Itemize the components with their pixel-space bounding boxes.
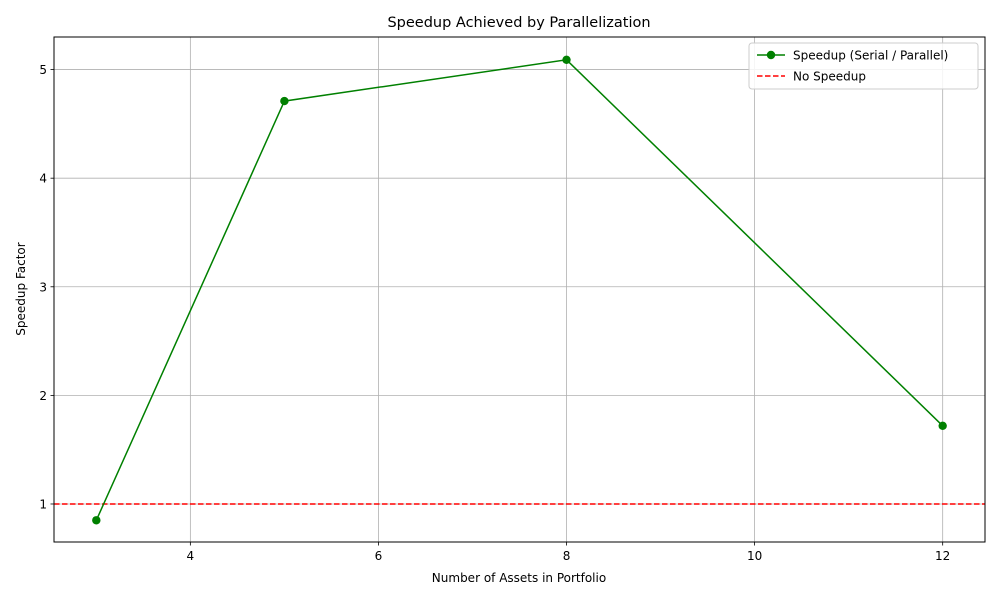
data-point-speedup <box>938 421 947 430</box>
series <box>92 55 947 525</box>
y-axis-title: Speedup Factor <box>14 242 28 335</box>
legend: Speedup (Serial / Parallel) No Speedup <box>748 42 979 90</box>
data-point-speedup <box>280 96 289 106</box>
legend-series-marker <box>766 50 776 60</box>
y-tick-label: 5 <box>39 63 47 77</box>
x-tick-label: 12 <box>935 549 950 563</box>
y-tick-label: 4 <box>39 172 47 186</box>
y-tick-label: 2 <box>39 389 47 403</box>
legend-reference-label: No Speedup <box>793 70 866 84</box>
y-tick-label: 3 <box>39 280 47 294</box>
series-line-speedup <box>95 59 944 521</box>
legend-box <box>748 42 979 90</box>
x-tick-label: 4 <box>187 549 195 563</box>
y-axis-ticks: 1 2 3 4 5 <box>39 63 54 511</box>
data-point-speedup <box>92 516 101 525</box>
data-point-speedup <box>562 55 571 65</box>
y-tick-label: 1 <box>39 497 47 511</box>
x-axis-ticks: 4 6 8 10 12 <box>187 542 950 563</box>
plot-frame <box>53 36 986 543</box>
x-tick-label: 6 <box>375 549 383 563</box>
x-axis-title: Number of Assets in Portfolio <box>432 571 606 585</box>
x-tick-label: 10 <box>747 549 762 563</box>
chart-title: Speedup Achieved by Parallelization <box>387 15 650 31</box>
x-tick-label: 8 <box>563 549 571 563</box>
legend-series-label: Speedup (Serial / Parallel) <box>793 49 948 63</box>
